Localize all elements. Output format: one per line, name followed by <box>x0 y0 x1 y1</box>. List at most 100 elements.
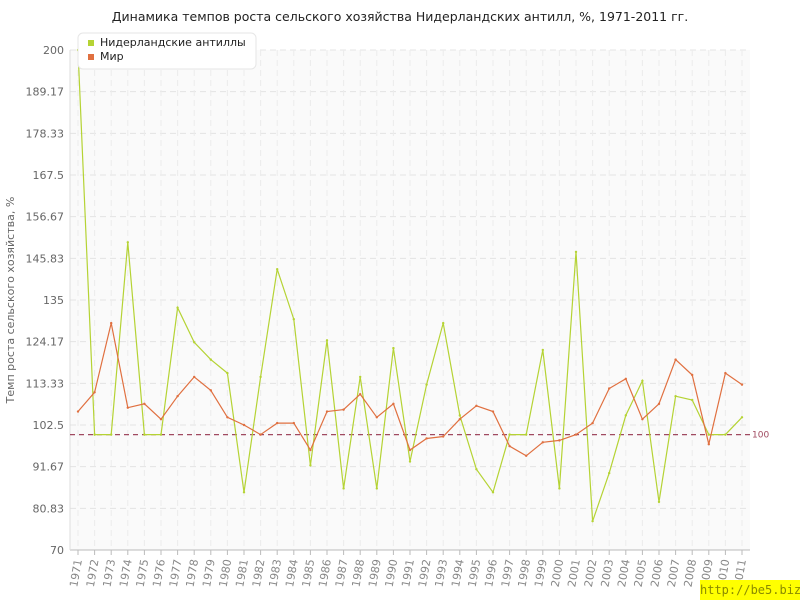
y-tick-label: 113.33 <box>26 377 65 390</box>
x-gridlines <box>77 50 743 555</box>
data-point <box>724 371 727 375</box>
x-tick-label: 2008 <box>681 558 699 588</box>
y-tick-label: 80.83 <box>33 502 65 515</box>
data-point <box>375 416 378 419</box>
y-tick-label: 70 <box>50 544 64 557</box>
data-point <box>359 393 362 396</box>
data-point <box>276 268 279 271</box>
data-point <box>276 421 279 425</box>
x-tick-label: 2004 <box>615 558 633 588</box>
data-point <box>525 454 528 457</box>
x-tick-label: 2002 <box>582 558 600 588</box>
y-tick-label: 124.17 <box>26 336 65 349</box>
x-tick-label: 1988 <box>349 558 367 588</box>
data-point <box>608 387 611 390</box>
data-point <box>259 375 262 379</box>
legend-box <box>77 32 257 70</box>
data-point <box>558 439 561 442</box>
data-point <box>110 321 113 325</box>
data-point <box>491 410 495 413</box>
data-point <box>740 383 744 386</box>
y-tick-label: 156.67 <box>26 211 65 224</box>
data-point <box>392 346 395 350</box>
data-point <box>209 358 212 361</box>
data-point <box>691 398 694 402</box>
x-tick-label: 1975 <box>134 558 152 588</box>
data-point <box>442 435 445 438</box>
y-tick-label: 145.83 <box>26 252 65 265</box>
data-point <box>325 410 329 413</box>
y-axis-label: Темп роста сельского хозяйства, % <box>4 197 17 405</box>
x-tick-label: 1990 <box>383 558 401 588</box>
data-point <box>159 433 163 436</box>
legend-swatch <box>88 54 94 60</box>
data-point <box>309 464 312 467</box>
y-tick-label: 167.5 <box>33 169 65 182</box>
data-point <box>342 408 345 411</box>
x-tick-label: 2000 <box>549 558 567 588</box>
x-tick-labels: 1971197219731974197519761977197819791980… <box>67 558 749 588</box>
data-point <box>674 394 677 398</box>
data-point <box>624 414 627 417</box>
data-point <box>342 487 345 490</box>
watermark-link[interactable]: http://be5.biz/ <box>700 580 800 600</box>
legend-label[interactable]: Нидерландские антиллы <box>100 36 246 49</box>
data-point <box>707 443 710 446</box>
data-point <box>76 410 80 413</box>
data-point <box>591 519 594 523</box>
y-tick-labels: 70 80.83 91.67 102.5 113.33 124.17 135 145.83 15… <box>26 44 65 557</box>
x-tick-label: 1981 <box>233 558 251 588</box>
data-point <box>408 448 412 452</box>
data-point <box>325 339 329 342</box>
x-tick-label: 2003 <box>598 558 616 588</box>
data-point <box>159 418 163 421</box>
x-tick-label: 2007 <box>665 558 683 588</box>
y-tick-label: 135 <box>43 294 64 307</box>
x-tick-label: 1976 <box>150 558 168 588</box>
y-tick-label: 91.67 <box>33 461 65 474</box>
x-tick-label: 1987 <box>333 558 351 588</box>
series-lines <box>76 48 744 523</box>
data-point <box>691 373 694 377</box>
data-point <box>259 433 262 436</box>
data-point <box>574 433 578 436</box>
data-point <box>541 348 544 352</box>
data-point <box>425 383 428 386</box>
legend-label[interactable]: Мир <box>100 50 124 63</box>
x-tick-label: 1985 <box>300 558 318 588</box>
data-point <box>93 391 96 394</box>
data-point <box>657 402 661 406</box>
y-tick-label: 102.5 <box>33 419 65 432</box>
x-tick-label: 1995 <box>466 558 484 588</box>
x-tick-label: 1977 <box>167 558 185 588</box>
x-tick-label: 1973 <box>100 558 118 588</box>
x-tick-label: 1994 <box>449 558 467 588</box>
data-point <box>226 416 229 419</box>
data-point <box>442 321 445 325</box>
data-point <box>508 433 511 436</box>
x-tick-label: 2005 <box>632 558 650 588</box>
data-point <box>143 402 146 406</box>
x-tick-label: 1998 <box>515 558 533 588</box>
data-point <box>475 468 478 471</box>
data-point <box>176 394 179 398</box>
data-point <box>707 433 710 436</box>
y-tick-label: 178.33 <box>26 127 65 140</box>
data-point <box>143 433 146 436</box>
data-point <box>408 460 412 463</box>
x-tick-label: 1974 <box>117 558 135 588</box>
data-point <box>126 241 129 244</box>
data-point <box>292 318 295 321</box>
x-tick-label: 1980 <box>217 558 235 588</box>
data-point <box>292 421 295 425</box>
data-point <box>574 250 578 254</box>
data-point <box>558 487 561 490</box>
x-tick-label: 2001 <box>565 558 583 588</box>
data-point <box>110 433 113 436</box>
data-point <box>193 341 196 344</box>
data-point <box>425 437 428 440</box>
x-tick-label: 1993 <box>432 558 450 588</box>
data-point <box>591 421 594 425</box>
data-point <box>608 471 611 475</box>
